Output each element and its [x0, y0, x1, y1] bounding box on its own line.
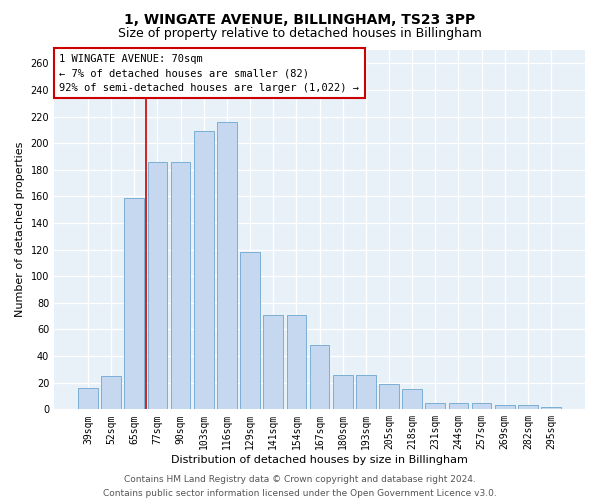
Bar — [495, 406, 515, 409]
Text: 1 WINGATE AVENUE: 70sqm
← 7% of detached houses are smaller (82)
92% of semi-det: 1 WINGATE AVENUE: 70sqm ← 7% of detached… — [59, 54, 359, 93]
Bar — [148, 162, 167, 410]
Bar — [356, 374, 376, 410]
Bar — [287, 315, 306, 410]
Bar — [449, 402, 468, 409]
Bar — [333, 374, 353, 410]
Y-axis label: Number of detached properties: Number of detached properties — [15, 142, 25, 318]
Bar — [263, 315, 283, 410]
Bar — [310, 346, 329, 410]
Bar — [124, 198, 144, 410]
Bar — [171, 162, 190, 410]
Bar — [379, 384, 399, 409]
Text: Size of property relative to detached houses in Billingham: Size of property relative to detached ho… — [118, 28, 482, 40]
Bar — [518, 406, 538, 409]
Text: 1, WINGATE AVENUE, BILLINGHAM, TS23 3PP: 1, WINGATE AVENUE, BILLINGHAM, TS23 3PP — [124, 12, 476, 26]
Bar — [541, 406, 561, 410]
Bar — [472, 402, 491, 409]
Bar — [217, 122, 237, 410]
Bar — [194, 131, 214, 409]
Bar — [101, 376, 121, 410]
Bar — [402, 390, 422, 409]
Text: Contains HM Land Registry data © Crown copyright and database right 2024.
Contai: Contains HM Land Registry data © Crown c… — [103, 476, 497, 498]
Bar — [78, 388, 98, 409]
Bar — [425, 402, 445, 409]
Bar — [240, 252, 260, 410]
X-axis label: Distribution of detached houses by size in Billingham: Distribution of detached houses by size … — [171, 455, 468, 465]
